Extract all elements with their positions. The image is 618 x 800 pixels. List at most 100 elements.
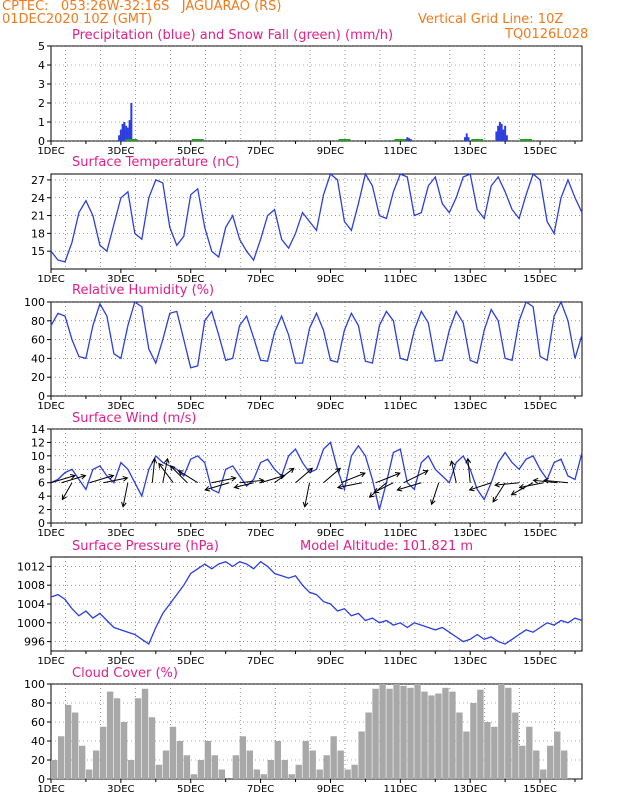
y-tick-label: 4 [38,59,45,72]
x-tick-label: 13DEC [453,401,487,412]
model-altitude: Model Altitude: 101.821 m [300,539,474,554]
wind-arrow-head [359,472,366,478]
cloud-cover-bar [428,695,435,779]
wind-arrow-head [108,473,115,480]
precip-bar [119,129,122,141]
wind-arrow-head [492,496,498,503]
cloud-cover-bar [190,774,198,779]
y-tick-label: 24 [31,192,45,205]
wind-arrow [205,482,230,491]
x-tick-label: 9DEC [317,274,344,285]
model-code: TQ0126L028 [505,27,589,42]
cloud-cover-bar [344,769,351,779]
wind-arrow-head [302,501,309,508]
cloud-cover-bar [414,684,421,779]
precip-bar [505,135,508,141]
cloud-cover-bar [106,691,114,779]
cloud-cover-bar [477,689,484,779]
series-line-2 [50,300,583,369]
cloud-cover-bar [260,774,267,779]
wind-arrow-head [510,490,517,496]
wind-arrow [340,472,366,484]
wind-arrow [495,482,520,486]
cloud-cover-bar [358,731,365,779]
cloud-cover-bar [526,726,533,779]
y-tick-label: 40 [31,352,45,365]
cloud-cover-bar [351,764,358,779]
header-line2: 01DEC2020 10Z (GMT) [2,12,153,27]
wind-arrow [295,467,313,484]
wind-arrow-head [368,492,375,498]
panel-title-wind: Surface Wind (m/s) [72,411,197,426]
wind-arrow-head [121,501,127,508]
panel-title-temperature: Surface Temperature (nC) [72,155,240,170]
cloud-cover-bar [407,687,414,779]
wind-arrow-head [233,483,240,490]
wind-arrow-head [163,457,170,464]
y-tick-label: 20 [31,754,45,767]
wind-arrow [158,463,174,484]
cloud-cover-bar [155,764,163,779]
wind-arrow-head [158,462,164,469]
x-tick-label: 5DEC [177,274,204,285]
cloud-cover-bar [127,760,135,779]
cloud-cover-bar [232,755,240,779]
cloud-cover-bar [519,745,526,779]
y-tick-label: 60 [31,334,45,347]
x-tick-label: 15DEC [523,656,557,667]
wind-arrow [211,477,236,484]
y-tick-label: 18 [31,227,45,240]
wind-arrow-head [169,465,176,471]
x-tick-label: 3DEC [107,528,134,539]
x-tick-label: 1DEC [37,274,64,285]
x-tick-label: 13DEC [453,656,487,667]
x-tick-label: 13DEC [453,146,487,157]
y-tick-label: 1000 [17,617,45,630]
cloud-cover-bar [372,688,379,779]
wind-arrow [373,482,394,493]
wind-arrow [50,475,76,484]
cloud-cover-bar [120,722,128,779]
x-tick-label: 11DEC [383,656,417,667]
x-tick-label: 9DEC [317,784,344,795]
wind-arrow-head [422,470,429,476]
wind-arrow [260,475,285,484]
cloud-cover-bar [533,750,540,779]
cloud-cover-bar [99,726,107,779]
x-tick-label: 9DEC [317,656,344,667]
cloud-cover-bar [274,741,281,779]
cloud-cover-bar [435,693,442,779]
precip-bar [408,138,411,141]
cloud-cover-bar [309,750,316,779]
cloud-cover-bar [92,750,100,779]
cloud-cover-bar [540,769,547,779]
cloud-cover-bar [498,684,505,779]
cloud-cover-bar [211,755,219,779]
y-tick-label: 0 [38,135,45,148]
x-tick-label: 1DEC [37,146,64,157]
cloud-cover-bar [365,712,372,779]
cloud-cover-bar [491,726,498,779]
cloud-cover-bar [78,745,86,779]
wind-arrow [543,479,569,484]
panel-frame [50,428,583,524]
cloud-cover-bar [512,712,519,779]
wind-arrow [467,458,471,483]
wind-arrow-head [336,483,343,490]
panel-title-pressure: Surface Pressure (hPa) [72,539,219,554]
precip-bar [130,103,133,141]
y-tick-label: 0 [38,517,45,530]
x-tick-label: 5DEC [177,146,204,157]
header-line1: CPTEC: 053:26W-32:16S JAGUARAO (RS) [2,0,282,14]
panel-frame [50,173,583,270]
cloud-cover-bar [246,750,254,779]
wind-arrow [61,482,73,500]
wind-arrow [492,482,506,503]
wind-arrow [239,479,264,484]
y-tick-label: 5 [38,40,45,53]
cloud-cover-bar [295,764,302,779]
cloud-cover-bar [393,684,400,779]
wind-arrow-head [542,477,549,484]
y-tick-label: 100 [24,678,45,691]
panel-frame [50,556,583,652]
